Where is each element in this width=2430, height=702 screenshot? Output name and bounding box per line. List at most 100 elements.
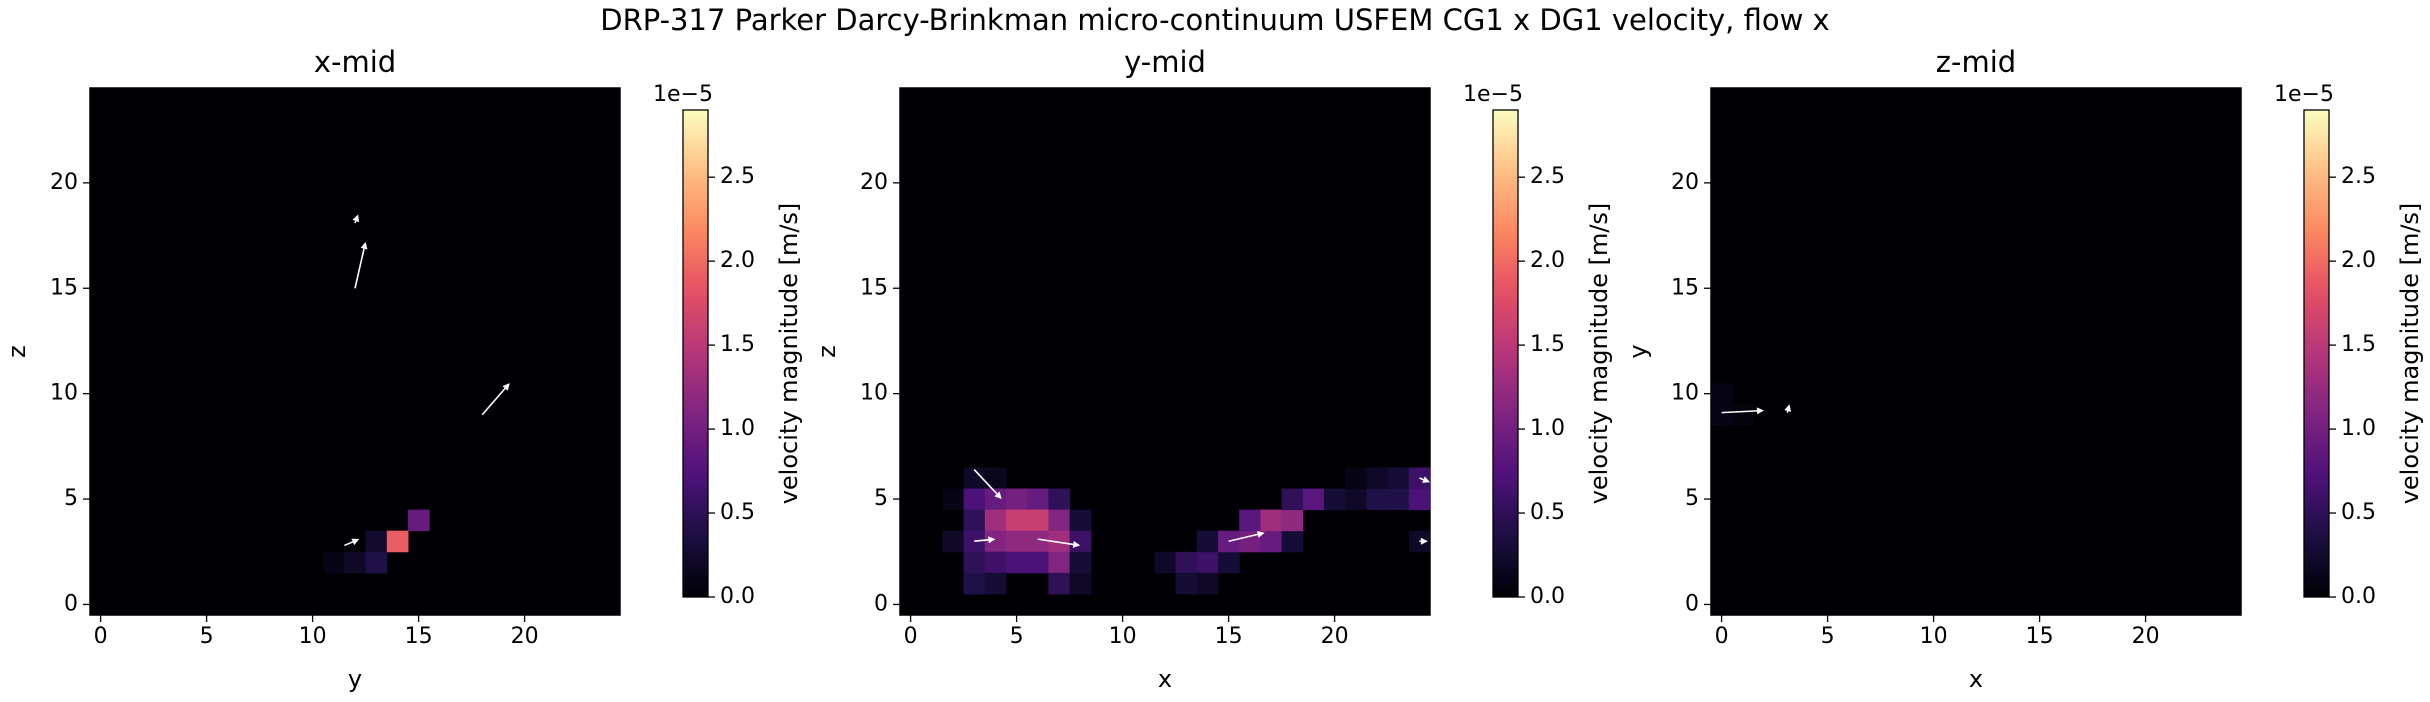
panel-title: z-mid — [1936, 45, 2016, 79]
y-tick-label: 5 — [64, 486, 78, 511]
panel-title: x-mid — [314, 45, 396, 79]
y-axis-label: z — [3, 345, 31, 358]
colorbar — [2303, 109, 2330, 598]
colorbar-tick-label: 0.0 — [1530, 584, 1565, 609]
x-tick-label: 5 — [1010, 624, 1024, 649]
heat-cell — [1175, 551, 1198, 574]
colorbar-tick-label: 2.5 — [2341, 164, 2376, 189]
quiver-arrow — [1228, 530, 1265, 542]
y-tick-label: 10 — [1671, 381, 1699, 406]
x-tick-label: 0 — [1715, 624, 1729, 649]
quiver-arrow — [344, 538, 360, 547]
heat-cell — [1281, 530, 1304, 553]
heat-cell — [963, 509, 986, 532]
quiver-arrow — [973, 469, 1002, 500]
heat-cell — [1239, 509, 1261, 532]
heat-cell — [1048, 530, 1071, 553]
quiver-arrow — [352, 214, 359, 224]
arrow-head — [360, 241, 368, 250]
heat-cell — [365, 551, 388, 574]
x-tick-label: 10 — [1109, 624, 1137, 649]
arrow-shaft — [1228, 533, 1259, 542]
y-tick-label: 0 — [874, 591, 888, 616]
arrow-head — [352, 214, 359, 223]
heat-cell — [1027, 551, 1049, 574]
heat-cell — [1260, 509, 1283, 532]
y-tick-label: 15 — [1671, 275, 1699, 300]
quiver-arrow — [1721, 407, 1764, 415]
heat-cell — [1069, 530, 1092, 553]
heat-cell — [1069, 551, 1092, 574]
x-tick-label: 0 — [904, 624, 918, 649]
heat-cell — [984, 509, 1007, 532]
x-axis-label: x — [1158, 665, 1172, 693]
heat-cell — [1732, 404, 1754, 426]
colorbar-tick-label: 2.5 — [1530, 164, 1565, 189]
arrow-shaft — [344, 541, 354, 547]
quiver-arrow — [354, 241, 368, 289]
y-tick-label: 0 — [64, 591, 78, 616]
heat-cell — [1387, 467, 1410, 490]
heat-cell — [1345, 488, 1367, 511]
colorbar-tick-label: 0.5 — [1530, 500, 1565, 525]
y-axis-label: y — [1624, 344, 1652, 358]
y-tick-label: 10 — [50, 381, 78, 406]
x-tick-label: 20 — [2132, 624, 2160, 649]
y-tick-label: 15 — [860, 275, 888, 300]
colorbar-label: velocity magnitude [m/s] — [2396, 203, 2424, 505]
x-tick-label: 5 — [1821, 624, 1835, 649]
y-axis-label: z — [813, 345, 841, 358]
heat-cell — [408, 509, 430, 532]
heat-cell — [984, 488, 1007, 511]
heat-cell — [1366, 467, 1389, 490]
heat-cell — [1196, 551, 1219, 574]
heat-cell — [1366, 488, 1389, 511]
y-tick-label: 20 — [860, 170, 888, 195]
arrow-head — [1072, 540, 1081, 548]
arrow-shaft — [354, 248, 365, 289]
quiver-arrow — [974, 536, 996, 544]
y-tick-label: 10 — [860, 381, 888, 406]
x-tick-label: 15 — [1215, 624, 1243, 649]
heat-cell — [1027, 509, 1049, 532]
arrow-head — [502, 383, 510, 391]
arrow-shaft — [354, 220, 357, 224]
heat-cell — [963, 467, 986, 490]
heat-cell — [984, 572, 1007, 595]
colorbar-tick-label: 2.0 — [1530, 248, 1565, 273]
heat-cell — [1324, 488, 1346, 511]
arrow-shaft — [973, 469, 998, 495]
x-tick-label: 20 — [511, 624, 539, 649]
colorbar-tick-label: 2.0 — [720, 248, 755, 273]
heat-cell — [1027, 530, 1049, 553]
panel-title: y-mid — [1124, 45, 1206, 79]
heat-cell — [1196, 572, 1219, 595]
heat-cell — [344, 551, 367, 574]
y-tick-label: 15 — [50, 275, 78, 300]
heat-cell — [1711, 404, 1733, 426]
heat-cell — [1006, 551, 1028, 574]
quiver-arrow — [481, 383, 510, 416]
arrow-shaft — [481, 387, 506, 416]
heat-cell — [963, 488, 986, 511]
plot-area — [89, 87, 621, 616]
heat-cell — [1069, 509, 1092, 532]
colorbar-tick-label: 0.5 — [2341, 500, 2376, 525]
heat-cell — [1196, 530, 1219, 553]
plot-area — [1710, 87, 2242, 616]
heat-cell — [1387, 488, 1410, 511]
colorbar — [682, 109, 709, 598]
colorbar-tick-label: 1.0 — [1530, 416, 1565, 441]
heat-cell — [1048, 488, 1071, 511]
heat-cell — [1218, 551, 1240, 574]
colorbar-offset: 1e−5 — [2274, 82, 2334, 107]
heat-cell — [1006, 509, 1028, 532]
colorbar-tick-label: 1.5 — [2341, 332, 2376, 357]
quiver-arrow — [1419, 537, 1428, 545]
colorbar — [1492, 109, 1519, 598]
heat-cell — [1345, 467, 1367, 490]
heat-cell — [1711, 383, 1733, 405]
colorbar-tick-label: 1.5 — [720, 332, 755, 357]
x-tick-label: 15 — [405, 624, 433, 649]
